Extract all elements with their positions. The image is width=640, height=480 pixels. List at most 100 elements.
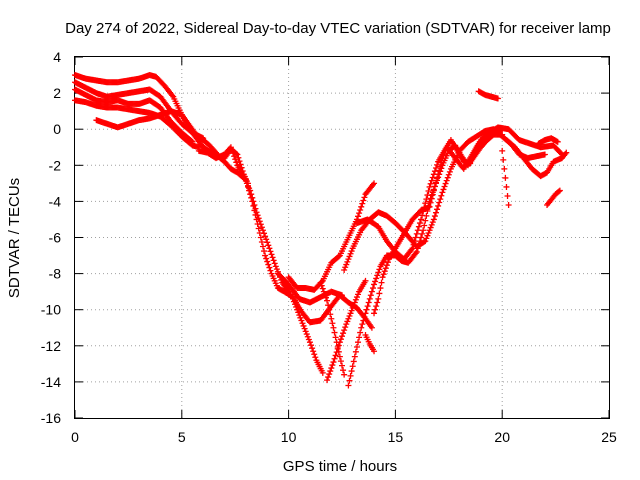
data-point bbox=[253, 216, 260, 223]
data-point bbox=[293, 303, 300, 310]
data-point bbox=[328, 365, 335, 372]
series-sat-e bbox=[93, 108, 252, 187]
data-point bbox=[368, 324, 375, 331]
data-point bbox=[228, 147, 235, 154]
data-point bbox=[346, 253, 353, 260]
data-point bbox=[505, 202, 512, 209]
data-point bbox=[268, 251, 275, 258]
data-point bbox=[250, 202, 257, 209]
data-point bbox=[319, 285, 326, 292]
data-point bbox=[503, 183, 510, 190]
data-point bbox=[259, 227, 266, 234]
series-sat-f bbox=[195, 144, 292, 295]
data-point bbox=[231, 153, 238, 160]
data-point bbox=[434, 161, 441, 168]
data-point bbox=[470, 152, 477, 159]
data-point bbox=[346, 313, 353, 320]
data-point bbox=[467, 160, 474, 167]
data-point bbox=[296, 312, 303, 319]
x-tick-label: 10 bbox=[281, 429, 297, 445]
data-point bbox=[424, 192, 431, 199]
x-tick-label: 15 bbox=[388, 429, 404, 445]
data-point bbox=[435, 171, 442, 178]
data-point bbox=[262, 233, 269, 240]
data-point bbox=[359, 200, 366, 207]
data-point bbox=[344, 258, 351, 265]
data-point bbox=[336, 353, 343, 360]
data-point bbox=[290, 298, 297, 305]
data-point bbox=[382, 265, 389, 272]
data-point bbox=[378, 279, 385, 286]
data-point bbox=[362, 310, 369, 317]
data-point bbox=[346, 377, 353, 384]
data-point bbox=[259, 243, 266, 250]
data-point bbox=[230, 150, 237, 157]
y-tick-label: 2 bbox=[53, 85, 61, 101]
data-point bbox=[472, 146, 479, 153]
series-sat-u bbox=[535, 135, 561, 147]
y-tick-label: -12 bbox=[41, 338, 61, 354]
data-point bbox=[336, 339, 343, 346]
data-point bbox=[373, 275, 380, 282]
data-point bbox=[444, 174, 451, 181]
data-point bbox=[504, 192, 511, 199]
data-point bbox=[355, 339, 362, 346]
data-point bbox=[415, 241, 422, 248]
data-point bbox=[442, 180, 449, 187]
data-point bbox=[369, 285, 376, 292]
data-point bbox=[327, 368, 334, 375]
data-point bbox=[428, 195, 435, 202]
data-point bbox=[499, 131, 506, 138]
data-point bbox=[427, 180, 434, 187]
data-point bbox=[499, 126, 506, 133]
data-point bbox=[358, 324, 365, 331]
data-point bbox=[358, 203, 365, 210]
data-point bbox=[426, 183, 433, 190]
data-point bbox=[367, 292, 374, 299]
data-point bbox=[227, 144, 234, 151]
data-point bbox=[294, 306, 301, 313]
data-point bbox=[499, 147, 506, 154]
y-tick-label: 4 bbox=[53, 49, 61, 65]
data-point bbox=[300, 322, 307, 329]
data-point bbox=[410, 241, 417, 248]
data-point bbox=[494, 95, 501, 102]
data-point bbox=[409, 245, 416, 252]
data-point bbox=[331, 329, 338, 336]
data-point bbox=[345, 315, 352, 322]
series-sat-t bbox=[503, 137, 570, 180]
data-point bbox=[434, 175, 441, 182]
data-point bbox=[412, 234, 419, 241]
series-sat-q bbox=[362, 331, 378, 355]
data-point bbox=[363, 306, 370, 313]
data-point bbox=[502, 174, 509, 181]
data-point bbox=[349, 304, 356, 311]
data-point bbox=[411, 238, 418, 245]
data-point bbox=[306, 339, 313, 346]
data-point bbox=[257, 234, 264, 241]
data-point bbox=[310, 348, 317, 355]
data-point bbox=[337, 358, 344, 365]
data-point bbox=[264, 239, 271, 246]
data-point bbox=[246, 187, 253, 194]
data-point bbox=[350, 302, 357, 309]
data-point bbox=[374, 272, 381, 279]
data-point bbox=[252, 211, 259, 218]
data-point bbox=[355, 291, 362, 298]
data-point bbox=[326, 371, 333, 378]
data-point bbox=[348, 307, 355, 314]
data-point bbox=[266, 245, 273, 252]
data-point bbox=[330, 359, 337, 366]
data-point bbox=[241, 175, 248, 182]
data-point bbox=[351, 299, 358, 306]
data-markers bbox=[72, 72, 570, 389]
data-point bbox=[317, 279, 324, 286]
data-point bbox=[347, 250, 354, 257]
data-point bbox=[327, 311, 334, 318]
data-point bbox=[429, 191, 436, 198]
data-point bbox=[436, 199, 443, 206]
data-point bbox=[352, 296, 359, 303]
data-point bbox=[434, 206, 441, 213]
data-point bbox=[501, 165, 508, 172]
